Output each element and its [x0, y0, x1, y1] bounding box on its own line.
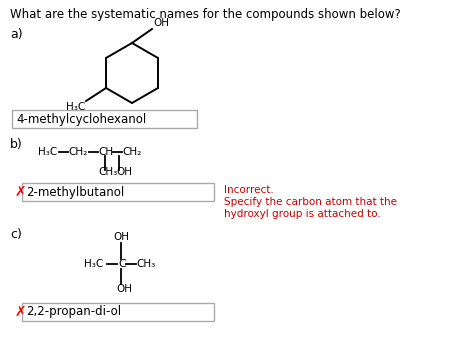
Text: 2-methylbutanol: 2-methylbutanol — [26, 186, 124, 198]
Text: What are the systematic names for the compounds shown below?: What are the systematic names for the co… — [10, 8, 401, 21]
Text: b): b) — [10, 138, 23, 151]
FancyBboxPatch shape — [22, 303, 214, 321]
Text: CH: CH — [98, 147, 113, 157]
Text: ✗: ✗ — [14, 305, 26, 319]
Text: OH: OH — [116, 284, 132, 294]
Text: 4-methylcyclohexanol: 4-methylcyclohexanol — [16, 112, 146, 126]
Text: Incorrect.: Incorrect. — [224, 185, 274, 195]
Text: OH: OH — [113, 232, 129, 242]
Text: OH: OH — [116, 167, 132, 177]
Text: Specify the carbon atom that the: Specify the carbon atom that the — [224, 197, 397, 207]
Text: c): c) — [10, 228, 22, 241]
Text: 2,2-propan-di-ol: 2,2-propan-di-ol — [26, 305, 121, 319]
Text: CH₃: CH₃ — [98, 167, 117, 177]
Text: CH₃: CH₃ — [136, 259, 155, 269]
Text: H₃C: H₃C — [84, 259, 103, 269]
Text: OH: OH — [153, 18, 169, 28]
FancyBboxPatch shape — [12, 110, 197, 128]
Text: a): a) — [10, 28, 23, 41]
Text: H₃C: H₃C — [66, 102, 85, 112]
Text: C: C — [118, 259, 126, 269]
Text: hydroxyl group is attached to.: hydroxyl group is attached to. — [224, 209, 381, 219]
Text: ✗: ✗ — [14, 185, 26, 199]
Text: CH₂: CH₂ — [122, 147, 141, 157]
Text: CH₂: CH₂ — [68, 147, 87, 157]
FancyBboxPatch shape — [22, 183, 214, 201]
Text: H₃C: H₃C — [38, 147, 57, 157]
